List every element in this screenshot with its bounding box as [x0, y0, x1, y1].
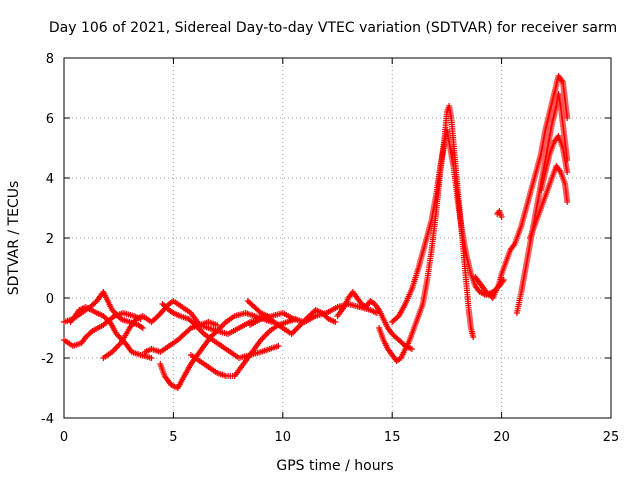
data-point — [214, 322, 221, 328]
x-tick-labels: 0 5 10 15 20 25 — [60, 430, 619, 445]
y-tick-label: 6 — [46, 112, 54, 127]
data-point — [88, 329, 95, 336]
data-point — [470, 334, 477, 340]
y-tick-label: 4 — [46, 172, 54, 187]
x-tick-label: 10 — [275, 430, 292, 445]
y-tick-label: 8 — [46, 52, 54, 67]
y-tick-labels: -4 -2 0 2 4 6 8 — [41, 52, 54, 427]
data-point — [153, 314, 160, 321]
y-tick-label: 0 — [46, 292, 54, 307]
y-tick-label: 2 — [46, 232, 54, 247]
x-tick-label: 25 — [603, 430, 620, 445]
data-point — [564, 199, 571, 205]
grid — [64, 58, 611, 418]
x-tick-label: 15 — [384, 430, 401, 445]
data-point — [498, 214, 505, 220]
data-point — [408, 346, 415, 352]
data-point — [191, 320, 197, 327]
data-point — [564, 169, 571, 175]
x-axis-label: GPS time / hours — [276, 458, 393, 474]
x-tick-label: 0 — [60, 430, 68, 445]
x-tick-label: 5 — [169, 430, 177, 445]
data-point — [332, 319, 339, 325]
y-axis-label: SDTVAR / TECUs — [6, 181, 22, 296]
data-points — [61, 73, 571, 391]
data-point — [186, 326, 193, 333]
data-point — [269, 317, 276, 324]
data-point — [564, 115, 571, 121]
chart-title: Day 106 of 2021, Sidereal Day-to-day VTE… — [49, 20, 617, 36]
data-point — [275, 343, 282, 349]
x-tick-label: 20 — [493, 430, 510, 445]
y-tick-label: -4 — [41, 412, 54, 427]
axis-ticks — [63, 57, 612, 419]
y-tick-label: -2 — [41, 352, 54, 367]
data-point — [148, 355, 155, 361]
data-point — [139, 325, 146, 331]
